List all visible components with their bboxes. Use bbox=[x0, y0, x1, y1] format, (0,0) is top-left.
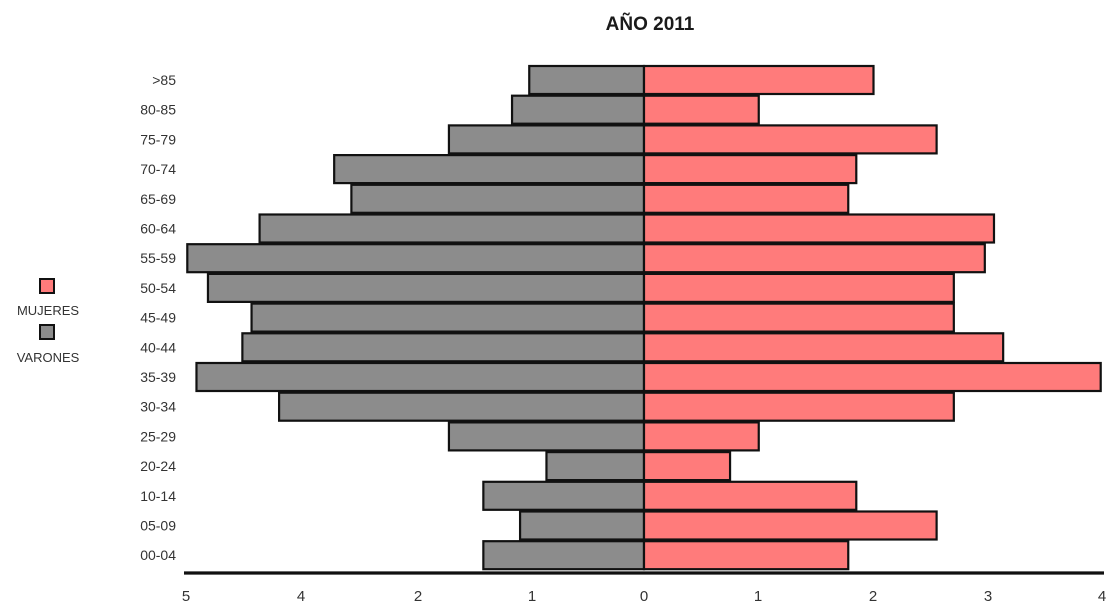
bar-mujeres-12 bbox=[642, 421, 760, 452]
bar-varones-13 bbox=[545, 451, 646, 482]
y-tick-label: 55-59 bbox=[140, 250, 176, 266]
bar-mujeres-16 bbox=[642, 540, 850, 571]
bar-varones-2 bbox=[447, 124, 646, 155]
bar-mujeres-15 bbox=[642, 510, 938, 541]
y-tick-label: 40-44 bbox=[140, 339, 176, 355]
x-tick-label: 1 bbox=[754, 588, 762, 605]
bar-varones-16 bbox=[482, 540, 646, 571]
y-tick-label: 75-79 bbox=[140, 131, 176, 147]
legend-swatch-mujeres bbox=[39, 278, 55, 294]
bar-mujeres-2 bbox=[642, 124, 938, 155]
bar-mujeres-5 bbox=[642, 213, 996, 244]
y-tick-label: 00-04 bbox=[140, 547, 176, 563]
bar-mujeres-7 bbox=[642, 272, 955, 303]
y-tick-label: 50-54 bbox=[140, 280, 176, 296]
x-tick-label: 4 bbox=[1098, 588, 1106, 605]
chart-title: AÑO 2011 bbox=[606, 13, 695, 35]
bar-varones-12 bbox=[447, 421, 646, 452]
bar-varones-0 bbox=[528, 64, 646, 96]
bar-mujeres-1 bbox=[642, 94, 760, 125]
x-axis: 5 4 2 1 0 1 2 3 4 bbox=[182, 571, 1106, 605]
bar-varones-1 bbox=[510, 94, 646, 125]
y-tick-label: 20-24 bbox=[140, 458, 176, 474]
y-tick-label: 45-49 bbox=[140, 310, 176, 326]
bar-varones-14 bbox=[482, 480, 646, 511]
bar-mujeres-8 bbox=[642, 302, 955, 333]
bar-mujeres-0 bbox=[642, 64, 875, 96]
bar-varones-9 bbox=[241, 332, 646, 363]
y-tick-label: 80-85 bbox=[140, 102, 176, 118]
bar-varones-6 bbox=[186, 243, 646, 274]
bar-mujeres-10 bbox=[642, 361, 1102, 393]
bar-mujeres-13 bbox=[642, 451, 732, 482]
x-tick-label: 2 bbox=[414, 588, 422, 605]
bar-mujeres-4 bbox=[642, 183, 850, 214]
y-axis-labels: >85 80-85 75-79 70-74 65-69 60-64 55-59 50-54 45… bbox=[140, 72, 176, 563]
bar-varones-10 bbox=[195, 361, 646, 393]
bar-mujeres-3 bbox=[642, 154, 858, 185]
y-tick-label: 25-29 bbox=[140, 428, 176, 444]
bar-varones-4 bbox=[350, 183, 646, 214]
bar-varones-15 bbox=[518, 510, 646, 541]
bar-mujeres-14 bbox=[642, 480, 858, 511]
bar-varones-3 bbox=[333, 154, 646, 185]
legend: MUJERES VARONES bbox=[17, 278, 80, 365]
x-tick-label: 0 bbox=[640, 588, 648, 605]
bar-varones-8 bbox=[250, 302, 646, 333]
x-tick-label: 4 bbox=[297, 588, 305, 605]
y-tick-label: 70-74 bbox=[140, 161, 176, 177]
legend-swatch-varones bbox=[39, 324, 55, 340]
legend-label-mujeres: MUJERES bbox=[17, 303, 79, 318]
x-tick-label: 1 bbox=[528, 588, 536, 605]
bar-varones-7 bbox=[206, 272, 646, 303]
x-tick-label: 5 bbox=[182, 588, 190, 605]
legend-label-varones: VARONES bbox=[17, 350, 80, 365]
y-tick-label: 30-34 bbox=[140, 399, 176, 415]
bar-varones-5 bbox=[258, 213, 646, 244]
bar-mujeres-9 bbox=[642, 332, 1005, 363]
bar-mujeres-6 bbox=[642, 243, 986, 274]
y-tick-label: 05-09 bbox=[140, 518, 176, 534]
bar-mujeres-11 bbox=[642, 391, 955, 422]
y-tick-label: 35-39 bbox=[140, 369, 176, 385]
y-tick-label: >85 bbox=[152, 72, 176, 88]
x-tick-label: 2 bbox=[869, 588, 877, 605]
y-tick-label: 10-14 bbox=[140, 488, 176, 504]
x-tick-label: 3 bbox=[984, 588, 992, 605]
y-tick-label: 65-69 bbox=[140, 191, 176, 207]
y-tick-label: 60-64 bbox=[140, 221, 176, 237]
bars-group bbox=[186, 64, 1102, 571]
bar-varones-11 bbox=[277, 391, 646, 422]
